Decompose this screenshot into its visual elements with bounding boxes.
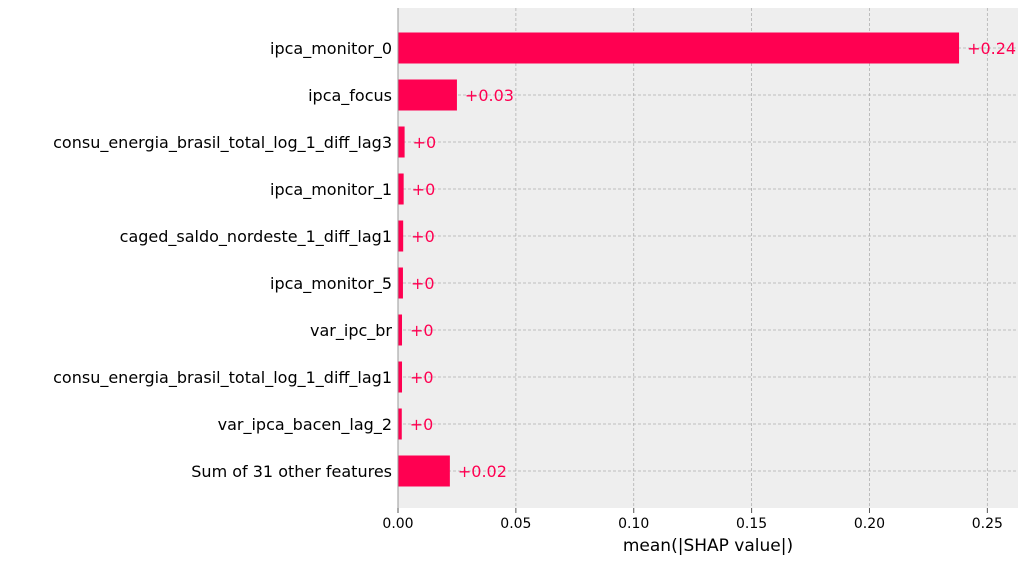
y-tick-label: consu_energia_brasil_total_log_1_diff_la…	[53, 368, 392, 388]
bar	[398, 32, 960, 64]
bar-value-label: +0	[410, 321, 434, 340]
bar	[398, 314, 403, 346]
bar-value-label: +0	[413, 133, 437, 152]
y-tick-label: var_ipca_bacen_lag_2	[218, 415, 392, 435]
bar-value-label: +0	[412, 180, 436, 199]
bar-value-label: +0.02	[458, 462, 507, 481]
bar-value-label: +0	[410, 368, 434, 387]
bar	[398, 455, 450, 487]
x-tick-label: 0.10	[618, 516, 649, 532]
bar-value-label: +0	[411, 227, 435, 246]
bar-value-label: +0.03	[465, 86, 514, 105]
y-tick-label: caged_saldo_nordeste_1_diff_lag1	[120, 227, 392, 247]
bar	[398, 361, 403, 393]
x-tick-label: 0.00	[382, 516, 413, 532]
x-tick-label: 0.05	[500, 516, 531, 532]
plot-area	[398, 8, 1018, 508]
y-tick-label: var_ipc_br	[310, 321, 392, 341]
bar-value-label: +0	[410, 415, 434, 434]
bar-value-label: +0.24	[967, 39, 1016, 58]
bar	[398, 220, 404, 252]
bar-value-label: +0	[411, 274, 435, 293]
x-tick-label: 0.25	[972, 516, 1003, 532]
y-tick-label: ipca_monitor_1	[270, 180, 392, 200]
y-tick-label: consu_energia_brasil_total_log_1_diff_la…	[53, 133, 392, 153]
y-tick-label: ipca_monitor_0	[270, 39, 392, 59]
bar	[398, 408, 402, 440]
x-axis-label: mean(|SHAP value|)	[623, 536, 793, 556]
bar	[398, 79, 457, 111]
bar	[398, 267, 403, 299]
bar	[398, 126, 405, 158]
x-tick-label: 0.20	[854, 516, 885, 532]
y-tick-label: ipca_focus	[308, 86, 392, 106]
y-tick-label: ipca_monitor_5	[270, 274, 392, 294]
x-tick-label: 0.15	[736, 516, 767, 532]
y-tick-label: Sum of 31 other features	[191, 462, 392, 481]
bar	[398, 173, 404, 205]
